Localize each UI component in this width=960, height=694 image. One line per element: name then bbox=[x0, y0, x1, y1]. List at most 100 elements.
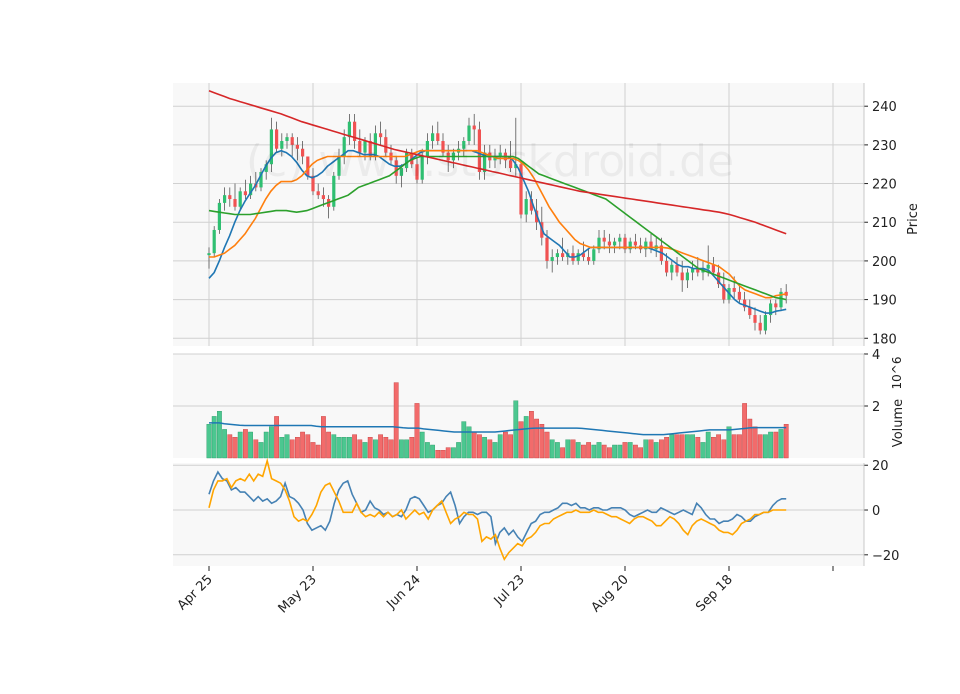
candle-body bbox=[618, 237, 622, 242]
volume-bar bbox=[601, 444, 607, 459]
candle-body bbox=[321, 195, 325, 200]
candle-body bbox=[529, 199, 533, 211]
volume-bar bbox=[284, 434, 290, 459]
volume-bar bbox=[419, 431, 425, 459]
price-tick-label: 230 bbox=[872, 139, 897, 154]
candle-body bbox=[784, 291, 788, 296]
volume-bar bbox=[274, 416, 279, 459]
candle-body bbox=[758, 322, 762, 331]
volume-bar bbox=[523, 416, 529, 459]
volume-bar bbox=[216, 411, 222, 459]
volume-bar bbox=[612, 444, 618, 459]
candle-body bbox=[743, 299, 747, 308]
candle-body bbox=[425, 141, 429, 157]
volume-bar bbox=[705, 431, 711, 459]
candle-body bbox=[696, 268, 700, 273]
volume-bar bbox=[742, 403, 748, 459]
volume-bar bbox=[248, 431, 253, 459]
volume-bar bbox=[565, 439, 571, 459]
watermark-text: (c) www.stockdroid.de bbox=[246, 136, 734, 187]
candle-body bbox=[420, 156, 424, 180]
candle-body bbox=[691, 268, 695, 273]
candle-body bbox=[779, 291, 783, 308]
candle-body bbox=[316, 191, 320, 196]
volume-bar bbox=[445, 447, 451, 459]
volume-bar bbox=[357, 439, 363, 459]
volume-bar bbox=[404, 439, 409, 459]
volume-bar bbox=[456, 442, 461, 459]
candle-body bbox=[337, 156, 341, 176]
candle-body bbox=[212, 229, 216, 254]
volume-bar bbox=[674, 434, 680, 459]
volume-bar bbox=[622, 442, 628, 459]
candle-body bbox=[477, 129, 481, 172]
panel-background bbox=[173, 83, 864, 346]
candle-body bbox=[607, 241, 611, 246]
volume-bar bbox=[477, 434, 482, 459]
candle-body bbox=[363, 141, 367, 153]
candle-body bbox=[644, 241, 648, 250]
volume-bar bbox=[778, 429, 784, 459]
candle-body bbox=[275, 129, 279, 149]
volume-bar bbox=[508, 434, 513, 459]
volume-bar bbox=[279, 437, 285, 459]
candle-body bbox=[472, 125, 476, 130]
volume-bar bbox=[237, 431, 243, 459]
price-axis-label: Price bbox=[906, 203, 921, 235]
volume-bar bbox=[222, 429, 227, 459]
volume-bar bbox=[529, 411, 534, 459]
candle-body bbox=[394, 160, 398, 176]
candle-body bbox=[223, 195, 227, 203]
candle-body bbox=[399, 168, 403, 176]
candle-body bbox=[753, 315, 757, 323]
volume-bar bbox=[373, 439, 378, 459]
candle-body bbox=[207, 253, 211, 256]
candle-body bbox=[264, 164, 268, 172]
candle-body bbox=[675, 264, 679, 273]
candle-body bbox=[561, 253, 565, 258]
candle-body bbox=[717, 272, 721, 285]
volume-bar bbox=[731, 434, 737, 459]
volume-bar bbox=[690, 434, 696, 459]
candle-body bbox=[597, 237, 601, 250]
volume-bar bbox=[695, 437, 701, 459]
moving-average-line bbox=[208, 89, 787, 235]
volume-bar bbox=[253, 439, 259, 459]
candle-body bbox=[748, 307, 752, 316]
volume-bar bbox=[752, 426, 758, 459]
volume-bar bbox=[435, 450, 441, 459]
candle-body bbox=[290, 137, 294, 145]
candle-body bbox=[670, 264, 674, 273]
volume-bar bbox=[430, 444, 435, 459]
volume-bar bbox=[440, 450, 446, 459]
volume-bar bbox=[295, 437, 300, 459]
volume-bar bbox=[685, 434, 690, 459]
candle-body bbox=[613, 241, 617, 246]
volume-bar bbox=[669, 434, 675, 459]
candle-body bbox=[353, 121, 357, 142]
candle-body bbox=[665, 260, 669, 273]
candle-body bbox=[685, 272, 689, 281]
candle-body bbox=[243, 191, 247, 196]
volume-bar bbox=[627, 442, 633, 459]
volume-bar bbox=[737, 434, 742, 459]
volume-bar bbox=[211, 416, 217, 459]
volume-bar bbox=[242, 429, 248, 459]
volume-bar bbox=[591, 444, 597, 459]
candle-body bbox=[311, 175, 315, 192]
candle-body bbox=[238, 191, 242, 207]
volume-bar bbox=[581, 444, 586, 459]
volume-bar bbox=[393, 382, 399, 459]
panel-background bbox=[173, 463, 864, 566]
candle-body bbox=[405, 152, 409, 169]
volume-bar bbox=[659, 439, 664, 459]
volume-bar bbox=[367, 437, 373, 459]
candle-body bbox=[581, 253, 585, 258]
volume-bar bbox=[331, 434, 337, 459]
oscillator-tick-label: 20 bbox=[872, 459, 889, 474]
candle-body bbox=[332, 175, 336, 207]
volume-bar bbox=[575, 442, 581, 459]
candle-body bbox=[649, 241, 653, 250]
